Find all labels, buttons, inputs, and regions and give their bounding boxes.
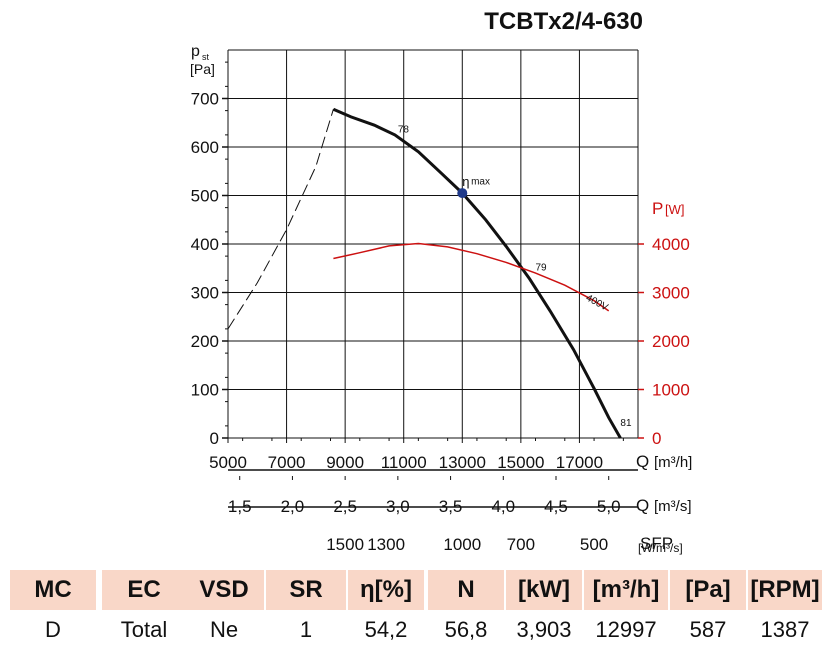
chart-series <box>227 107 622 439</box>
x3-tick-label: 1000 <box>443 535 481 554</box>
table-header-cell: N <box>428 570 504 610</box>
table-value-cell: 1387 <box>760 617 810 642</box>
table-header-cell: VSD <box>184 570 264 610</box>
series-power-400v <box>333 242 610 312</box>
x2-tick-label: 1,5 <box>228 497 252 516</box>
series-pressure-extension <box>227 109 334 330</box>
annotation-label: 400V <box>584 293 610 314</box>
x1-tick-label: 9000 <box>326 453 364 472</box>
y2-tick-label: 4000 <box>652 235 690 254</box>
x1-tick-label: 17000 <box>556 453 603 472</box>
chart-axes: 0 100 200 300 400 500 600 700 p st[Pa] 0 1000 2000 30… <box>190 43 692 555</box>
table-header-cell: EC <box>102 570 186 610</box>
table-header-cell: η[%] <box>348 570 424 610</box>
x1-tick-label: 15000 <box>497 453 544 472</box>
table-value-cell: 3,903 <box>516 617 572 642</box>
y2-tick-label: 1000 <box>652 381 690 400</box>
table-value-cell: 56,8 <box>444 617 488 642</box>
x2-tick-label: 4,5 <box>544 497 568 516</box>
x2-axis-unit: [m³/s] <box>654 498 692 515</box>
table-value-cell: 54,2 <box>364 617 408 642</box>
table-value-cell: Total <box>120 617 168 642</box>
table-header-cell: SR <box>266 570 346 610</box>
table-value-cell: 1 <box>299 617 313 642</box>
x1-tick-label: 13000 <box>439 453 486 472</box>
annotation-label: 78 <box>398 124 410 135</box>
annotation-label: η <box>462 174 469 189</box>
x1-axis-unit: [m³/h] <box>654 454 692 471</box>
y-tick-label: 700 <box>191 90 219 109</box>
annotation-label: 81 <box>620 418 632 429</box>
chart-labels: 78 η max 79 400V 81 <box>398 124 632 428</box>
x2-tick-label: 4,0 <box>491 497 515 516</box>
x2-tick-label: 2,0 <box>281 497 305 516</box>
x3-axis-unit: [W/m³/s] <box>638 541 683 555</box>
table-value-cell: 587 <box>689 617 727 642</box>
y2-tick-label: 2000 <box>652 332 690 351</box>
y2-axis-unit: [W] <box>665 202 685 217</box>
x2-tick-label: 3,5 <box>439 497 463 516</box>
y-tick-label: 100 <box>191 381 219 400</box>
x1-tick-label: 5000 <box>209 453 247 472</box>
y-axis-label-sub: st <box>202 52 210 62</box>
x3-tick-label: 1500 <box>326 535 364 554</box>
x1-axis-label: Q <box>636 452 649 471</box>
y-axis-label: p <box>191 43 200 60</box>
x3-tick-label: 1300 <box>367 535 405 554</box>
table-header-cell: [Pa] <box>670 570 746 610</box>
x1-tick-label: 11000 <box>381 453 427 472</box>
annotation-label: max <box>471 176 490 187</box>
chart-grid <box>227 49 639 439</box>
y-axis-unit: [Pa] <box>190 61 215 77</box>
chart-title: TCBTx2/4-630 <box>484 8 643 35</box>
y-tick-label: 500 <box>191 187 219 206</box>
table-header-cell: [RPM] <box>748 570 822 610</box>
table-value-cell: 12997 <box>595 617 657 642</box>
table-header-cell: MC <box>10 570 96 610</box>
annotation-label: 79 <box>536 263 548 274</box>
y-tick-label: 400 <box>191 235 219 254</box>
table-value-cell: D <box>45 617 61 642</box>
performance-chart: 0 100 200 300 400 500 600 700 p st[Pa] 0 1000 2000 30… <box>190 43 692 555</box>
y2-axis-label: P <box>652 199 663 218</box>
x3-axis-label: SFP <box>640 534 673 553</box>
series-pressure <box>332 107 622 439</box>
x1-tick-label: 7000 <box>268 453 306 472</box>
point-eta-max <box>457 188 468 199</box>
y-tick-label: 0 <box>210 429 219 448</box>
x2-tick-label: 3,0 <box>386 497 410 516</box>
table-value-cell: Ne <box>209 617 239 642</box>
x2-tick-label: 5,0 <box>597 497 621 516</box>
table-header-cell: [m³/h] <box>584 570 668 610</box>
x3-tick-label: 700 <box>507 535 535 554</box>
y2-tick-label: 0 <box>652 429 661 448</box>
x2-tick-label: 2,5 <box>333 497 357 516</box>
x2-axis-label: Q <box>636 496 649 515</box>
x3-tick-label: 500 <box>580 535 608 554</box>
y-tick-label: 600 <box>191 138 219 157</box>
y-tick-label: 200 <box>191 332 219 351</box>
y-tick-label: 300 <box>191 284 219 303</box>
y2-tick-label: 3000 <box>652 284 690 303</box>
table-header-cell: [kW] <box>506 570 582 610</box>
